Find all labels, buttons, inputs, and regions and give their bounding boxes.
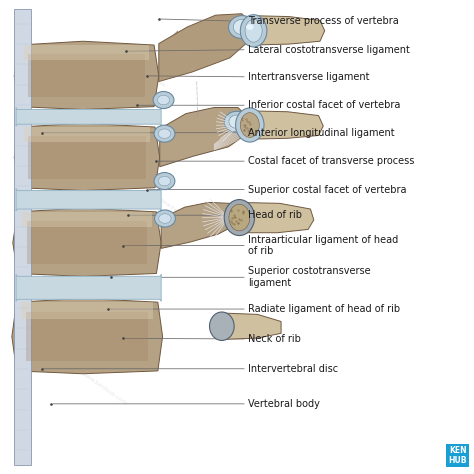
Polygon shape: [161, 202, 237, 248]
Text: www.kenhub.com: www.kenhub.com: [156, 195, 204, 231]
Polygon shape: [22, 212, 152, 228]
Ellipse shape: [233, 19, 250, 35]
Text: Lateral costotransverse ligament: Lateral costotransverse ligament: [248, 45, 410, 55]
Ellipse shape: [154, 173, 175, 190]
Polygon shape: [247, 111, 323, 139]
Polygon shape: [14, 41, 159, 109]
Ellipse shape: [158, 176, 171, 186]
Polygon shape: [26, 312, 148, 361]
Ellipse shape: [224, 200, 255, 236]
Ellipse shape: [246, 24, 254, 30]
Polygon shape: [24, 45, 149, 61]
Ellipse shape: [240, 113, 259, 137]
Polygon shape: [28, 136, 146, 179]
Text: Intervertebral disc: Intervertebral disc: [248, 364, 338, 374]
Ellipse shape: [159, 214, 171, 223]
Ellipse shape: [157, 95, 170, 105]
Ellipse shape: [228, 16, 255, 38]
FancyBboxPatch shape: [16, 274, 161, 301]
Polygon shape: [14, 123, 160, 191]
Text: www.kenhub.com: www.kenhub.com: [33, 266, 81, 302]
Text: Radiate ligament of head of rib: Radiate ligament of head of rib: [248, 304, 400, 314]
Ellipse shape: [158, 129, 171, 138]
Polygon shape: [159, 14, 251, 82]
Ellipse shape: [229, 115, 244, 128]
Polygon shape: [160, 108, 247, 167]
Text: Superior costal facet of vertebra: Superior costal facet of vertebra: [248, 184, 406, 195]
Polygon shape: [13, 208, 161, 276]
Polygon shape: [251, 16, 325, 45]
Ellipse shape: [153, 91, 174, 109]
Polygon shape: [21, 302, 153, 319]
Text: Inferior costal facet of vertebra: Inferior costal facet of vertebra: [248, 100, 400, 110]
Polygon shape: [14, 9, 31, 465]
Polygon shape: [27, 221, 147, 264]
Text: www.kenhub.com: www.kenhub.com: [118, 53, 166, 89]
Text: Costal facet of transverse process: Costal facet of transverse process: [248, 156, 414, 166]
Polygon shape: [159, 14, 251, 82]
Polygon shape: [12, 299, 163, 374]
Ellipse shape: [155, 210, 175, 227]
Ellipse shape: [154, 125, 175, 142]
Ellipse shape: [245, 19, 262, 42]
Text: Intertransverse ligament: Intertransverse ligament: [248, 72, 369, 82]
Ellipse shape: [210, 312, 234, 340]
Text: Head of rib: Head of rib: [248, 210, 302, 220]
Text: Superior costotransverse
ligament: Superior costotransverse ligament: [248, 266, 371, 288]
Text: Intraarticular ligament of head
of rib: Intraarticular ligament of head of rib: [248, 235, 398, 256]
Text: Anterior longitudinal ligament: Anterior longitudinal ligament: [248, 128, 394, 138]
Text: Vertebral body: Vertebral body: [248, 399, 320, 409]
Text: Neck of rib: Neck of rib: [248, 334, 301, 344]
Polygon shape: [28, 55, 145, 98]
Polygon shape: [219, 313, 281, 339]
Text: Transverse process of vertebra: Transverse process of vertebra: [248, 16, 399, 27]
Ellipse shape: [229, 204, 250, 231]
Text: www.kenhub.com: www.kenhub.com: [33, 124, 81, 160]
Polygon shape: [164, 31, 178, 57]
Text: KEN
HUB: KEN HUB: [448, 446, 467, 465]
FancyBboxPatch shape: [16, 189, 161, 211]
Polygon shape: [24, 127, 150, 142]
Ellipse shape: [240, 15, 267, 47]
FancyBboxPatch shape: [16, 108, 161, 126]
Text: www.kenhub.com: www.kenhub.com: [80, 371, 128, 407]
Ellipse shape: [224, 111, 249, 132]
Polygon shape: [237, 202, 314, 233]
Ellipse shape: [236, 108, 264, 142]
